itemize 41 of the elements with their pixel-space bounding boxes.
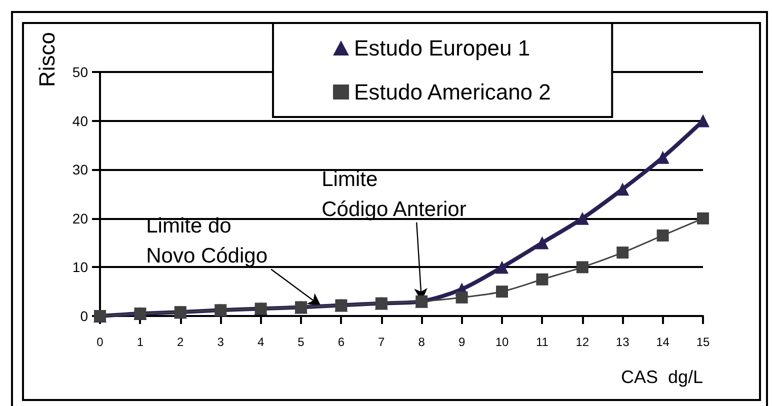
legend-label: Estudo Americano 2 (354, 80, 551, 104)
point (536, 236, 549, 250)
point (576, 261, 588, 274)
x-tick-label: 11 (536, 335, 549, 349)
point (696, 114, 710, 128)
point (656, 150, 670, 164)
x-tick-label: 14 (656, 335, 670, 349)
x-tick-label: 2 (177, 335, 184, 349)
legend-label: Estudo Europeu 1 (354, 36, 530, 60)
point (576, 212, 589, 225)
point (496, 286, 508, 298)
x-tick-label: 13 (616, 335, 630, 349)
x-tick-label: 7 (378, 335, 386, 349)
x-tick-label: 0 (96, 335, 104, 349)
y-tick-label: 50 (72, 64, 88, 80)
x-tick-label: 12 (576, 335, 590, 349)
annotation: Limite Código Anterior (322, 168, 466, 221)
x-tick-label: 10 (495, 335, 509, 349)
x-tick-label: 3 (217, 335, 224, 349)
point (616, 182, 630, 196)
y-tick-label: 20 (72, 210, 88, 226)
y-tick-label: 40 (72, 112, 88, 129)
x-tick-label: 9 (458, 335, 466, 349)
point (456, 291, 468, 304)
point (496, 260, 508, 274)
point (656, 229, 669, 242)
point (616, 246, 629, 259)
x-tick-label: 5 (298, 335, 305, 349)
x-axis-title: CAS dg/L (620, 367, 703, 387)
y-tick-label: 10 (72, 259, 88, 276)
annotation: Limite do Novo Código (146, 214, 268, 268)
point (697, 212, 709, 224)
x-tick-label: 1 (136, 335, 144, 349)
point (536, 273, 548, 286)
x-tick-label: 8 (418, 335, 426, 349)
y-tick-label: 0 (80, 308, 88, 324)
x-tick-label: 15 (696, 335, 710, 349)
x-tick-label: 4 (257, 335, 264, 349)
y-axis-title: Risco (34, 32, 60, 88)
x-tick-label: 6 (338, 335, 345, 349)
y-tick-label: 30 (72, 162, 88, 178)
